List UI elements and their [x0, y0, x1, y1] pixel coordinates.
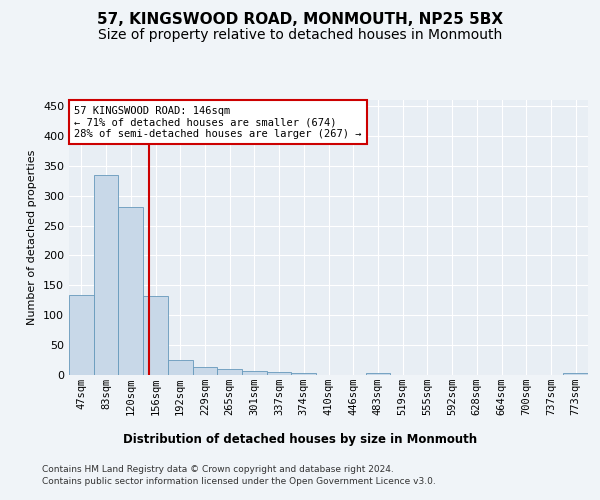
Bar: [168, 360, 193, 375]
Text: Contains HM Land Registry data © Crown copyright and database right 2024.: Contains HM Land Registry data © Crown c…: [42, 465, 394, 474]
Bar: [143, 296, 168, 375]
Text: 57 KINGSWOOD ROAD: 146sqm
← 71% of detached houses are smaller (674)
28% of semi: 57 KINGSWOOD ROAD: 146sqm ← 71% of detac…: [74, 106, 362, 138]
Bar: [242, 372, 267, 375]
Bar: [217, 369, 242, 375]
Text: 57, KINGSWOOD ROAD, MONMOUTH, NP25 5BX: 57, KINGSWOOD ROAD, MONMOUTH, NP25 5BX: [97, 12, 503, 28]
Bar: [69, 295, 94, 375]
Bar: [365, 372, 390, 375]
Bar: [292, 372, 316, 375]
Text: Contains public sector information licensed under the Open Government Licence v3: Contains public sector information licen…: [42, 478, 436, 486]
Bar: [193, 366, 217, 375]
Text: Size of property relative to detached houses in Monmouth: Size of property relative to detached ho…: [98, 28, 502, 42]
Bar: [94, 174, 118, 375]
Bar: [267, 372, 292, 375]
Bar: [563, 372, 588, 375]
Text: Distribution of detached houses by size in Monmouth: Distribution of detached houses by size …: [123, 432, 477, 446]
Bar: [118, 207, 143, 375]
Y-axis label: Number of detached properties: Number of detached properties: [28, 150, 37, 325]
